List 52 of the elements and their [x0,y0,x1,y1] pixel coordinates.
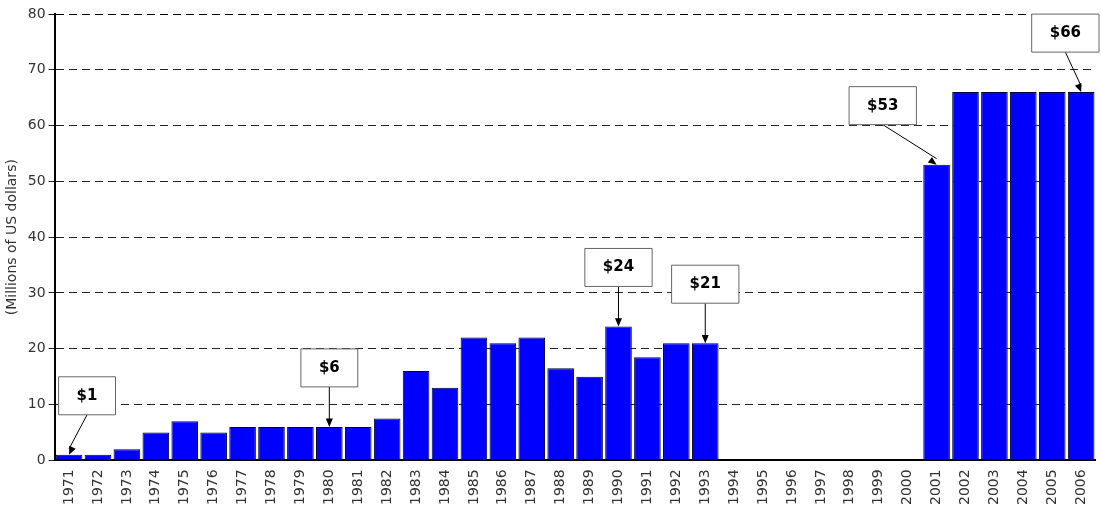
x-tick-label: 1995 [753,469,770,506]
x-tick-label: 1996 [782,469,799,506]
x-tick-label: 2001 [927,469,944,506]
x-tick-label: 1988 [551,469,568,506]
x-tick-label: 2000 [898,469,915,506]
x-tick-label: 1983 [406,469,423,506]
x-tick-label: 1974 [146,469,163,506]
x-tick-label: 1984 [435,469,452,506]
x-tick-label: 1992 [666,469,683,506]
x-tick-label: 1997 [811,469,828,506]
x-tick-label: 1975 [175,469,192,506]
x-tick-label: 1991 [638,469,655,506]
x-tick-label: 1976 [204,469,221,506]
x-tick-label: 1985 [464,469,481,506]
y-axis-title: (Millions of US dollars) [3,159,20,316]
x-tick-label: 1986 [493,469,510,506]
x-tick-label: 1977 [233,469,250,506]
annotation: $6 [318,357,340,376]
x-tick-label: 1979 [291,469,308,506]
annotation: $53 [867,95,899,114]
x-tick-label: 1994 [724,469,741,506]
y-tick-label: 80 [27,4,46,21]
x-tick-label: 1990 [609,469,626,506]
x-tick-label: 1999 [869,469,886,506]
y-tick-label: 60 [27,116,46,133]
y-tick-label: 40 [27,227,46,244]
y-tick-label: 0 [36,451,46,468]
annotation: $1 [76,385,98,404]
annotation: $21 [689,274,721,293]
x-tick-label: 1998 [840,469,857,506]
y-tick-label: 20 [27,339,46,356]
x-tick-label: 1993 [695,469,712,506]
annotation: $66 [1049,23,1081,42]
x-tick-label: 1982 [377,469,394,506]
y-tick-label: 30 [27,283,46,300]
x-tick-label: 1989 [580,469,597,506]
annotation: $24 [602,257,635,276]
x-tick-label: 1972 [88,469,105,506]
y-tick-label: 50 [27,172,46,189]
x-tick-label: 2003 [985,469,1002,506]
x-tick-label: 2005 [1042,469,1059,506]
x-tick-label: 2006 [1071,469,1088,506]
x-tick-label: 1987 [522,469,539,506]
x-tick-label: 1973 [117,469,134,506]
x-tick-label: 2004 [1013,469,1030,506]
x-tick-label: 1971 [59,469,76,506]
y-tick-label: 70 [27,60,46,77]
x-tick-label: 1978 [262,469,279,506]
x-tick-label: 1981 [348,469,365,506]
x-tick-label: 2002 [956,469,973,506]
x-tick-label: 1980 [319,469,336,506]
y-tick-label: 10 [27,395,46,412]
